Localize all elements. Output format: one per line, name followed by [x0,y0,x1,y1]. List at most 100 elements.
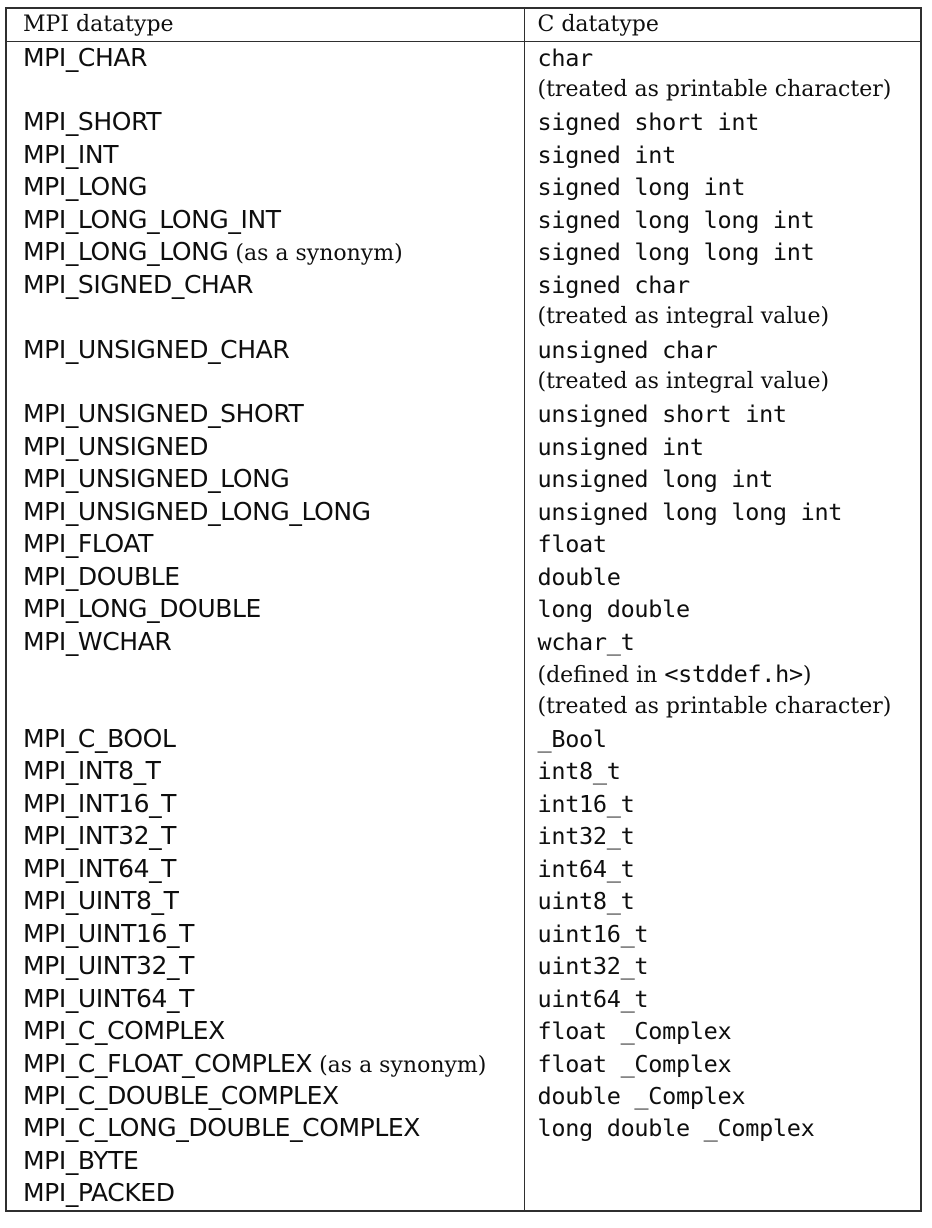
c-type-code: signed long int [537,173,746,202]
table-row: MPI_INT32_T int32_t [7,820,921,853]
mpi-name: MPI_LONG_LONG_INT [23,204,281,234]
c-type-code: long double [537,595,691,624]
c-datatype-cell: signed long long int [525,204,921,236]
mpi-datatype-cell: MPI_INT [7,138,525,172]
table-row: MPI_CHAR char [7,41,921,74]
c-datatype-cell: uint64_t [525,983,921,1015]
table-row: MPI_WCHAR wchar_t [7,625,920,659]
c-datatype-cell: int8_t [525,755,921,787]
c-type-code: unsigned int [537,432,704,461]
table-row: MPI_UNSIGNED_LONG_LONG unsigned long long… [7,495,921,529]
mpi-name-note: (as a synonym) [319,1052,487,1078]
c-type-code: wchar_t [537,627,635,656]
mpi-datatype-cell [7,658,525,691]
table-row: MPI_C_DOUBLE_COMPLEX double _Complex [7,1080,921,1113]
table-row: MPI_UNSIGNED_CHAR unsigned char [7,333,920,367]
mpi-datatype-cell: MPI_UNSIGNED_LONG_LONG [7,495,525,529]
mpi-name: MPI_INT64_T [23,853,177,883]
mpi-datatype-cell: MPI_LONG_LONG (as a synonym) [7,236,525,269]
c-type-code: int16_t [537,789,635,818]
mpi-name: MPI_C_FLOAT_COMPLEX [23,1048,313,1078]
mpi-datatype-cell [7,366,525,399]
mpi-datatype-cell: MPI_C_COMPLEX [7,1015,525,1048]
table-row: MPI_LONG_LONG_INT signed long long int [7,203,921,237]
mpi-datatype-cell: MPI_UNSIGNED_LONG [7,463,525,496]
c-type-annotation: (treated as integral value) [537,369,830,395]
mpi-datatype-cell: MPI_DOUBLE [7,560,525,594]
mpi-name: MPI_BYTE [23,1145,139,1175]
c-type-annotation: (treated as integral value) [537,304,830,330]
mpi-name: MPI_LONG_LONG [23,237,229,267]
table-row: MPI_UNSIGNED_SHORT unsigned short int [7,398,921,431]
mpi-datatype-cell: MPI_LONG_LONG_INT [7,203,525,237]
c-datatype-cell: float [525,528,921,560]
table-row: MPI_C_FLOAT_COMPLEX (as a synonym) float _… [7,1047,920,1080]
c-datatype-cell: signed int [525,139,921,171]
c-datatype-cell: (treated as integral value) [525,301,921,333]
c-datatype-cell: (treated as printable character) [525,691,921,723]
mpi-datatype-cell: MPI_UNSIGNED_SHORT [7,398,525,431]
mpi-datatype-cell: MPI_BYTE [7,1144,525,1178]
table-row: (defined in <stddef.h>) [7,658,921,691]
mpi-name: MPI_SHORT [23,107,162,137]
mpi-name: MPI_C_COMPLEX [23,1016,225,1046]
c-type-code: signed short int [537,108,760,137]
mpi-datatype-cell: MPI_INT64_T [7,852,525,886]
mpi-name: MPI_SIGNED_CHAR [23,269,254,299]
c-datatype-cell: long double [525,593,921,625]
table-row: MPI_UINT64_T uint64_t [7,982,921,1016]
table-row: MPI_SHORT signed short int [7,106,920,139]
mpi-name: MPI_PACKED [23,1178,175,1208]
c-datatype-cell: (defined in <stddef.h>) [525,658,921,690]
c-datatype-cell: int32_t [525,820,921,852]
mpi-name: MPI_INT8_T [23,756,161,786]
header-c-datatype: C datatype [537,12,659,37]
mpi-name: MPI_C_BOOL [23,724,176,754]
mpi-datatype-cell: MPI_UNSIGNED [7,430,525,464]
mpi-datatype-cell: MPI_UINT64_T [7,982,525,1016]
c-datatype-cell: unsigned long long int [525,496,921,528]
c-type-annotation: (defined in [537,663,665,689]
table-row: MPI_UNSIGNED unsigned int [7,430,921,464]
mpi-datatype-cell: MPI_UINT16_T [7,917,525,951]
mpi-name: MPI_LONG_DOUBLE [23,594,261,624]
c-type-code: float _Complex [537,1017,732,1046]
c-datatype-cell: double _Complex [525,1080,921,1112]
mpi-name: MPI_UINT16_T [23,918,194,948]
table-header-row: MPI datatype C datatype [7,9,920,42]
mpi-datatype-cell: MPI_UNSIGNED_CHAR [7,333,525,367]
mpi-name: MPI_UINT8_T [23,886,179,916]
table-row: MPI_C_BOOL _Bool [7,723,921,756]
mpi-name-note: (as a synonym) [235,241,403,267]
mpi-datatype-cell [7,690,525,724]
c-type-code: signed int [537,140,677,169]
c-datatype-cell: uint8_t [525,885,921,917]
c-datatype-cell: signed long int [525,171,921,203]
table-row: MPI_LONG signed long int [7,171,921,204]
mpi-datatype-cell: MPI_UINT8_T [7,885,525,918]
c-type-code: double [537,562,621,591]
c-type-annotation: (treated as printable character) [537,693,892,719]
mpi-datatype-cell: MPI_PACKED [7,1177,525,1210]
c-datatype-cell: uint16_t [525,918,921,950]
mpi-datatype-cell: MPI_FLOAT [7,528,525,561]
c-datatype-cell: char [525,42,921,74]
mpi-name: MPI_WCHAR [23,626,172,656]
mpi-datatype-cell: MPI_C_DOUBLE_COMPLEX [7,1080,525,1113]
table-row: (treated as printable character) [7,73,920,107]
c-datatype-cell: float _Complex [525,1015,921,1047]
c-datatype-cell: uint32_t [525,950,921,982]
c-datatype-cell [525,1177,921,1209]
mpi-datatype-cell: MPI_UINT32_T [7,950,525,983]
mpi-name: MPI_INT16_T [23,788,177,818]
c-type-annotation: ) [802,663,812,689]
table-row: MPI_INT8_T int8_t [7,755,921,788]
c-datatype-cell: unsigned short int [525,398,921,430]
table-row: MPI_C_COMPLEX float _Complex [7,1015,921,1048]
c-datatype-cell: _Bool [525,723,921,755]
c-datatype-cell: unsigned int [525,431,921,463]
c-type-code: signed char [537,270,691,299]
mpi-name: MPI_UNSIGNED_SHORT [23,399,304,429]
c-type-code: uint64_t [537,984,649,1013]
